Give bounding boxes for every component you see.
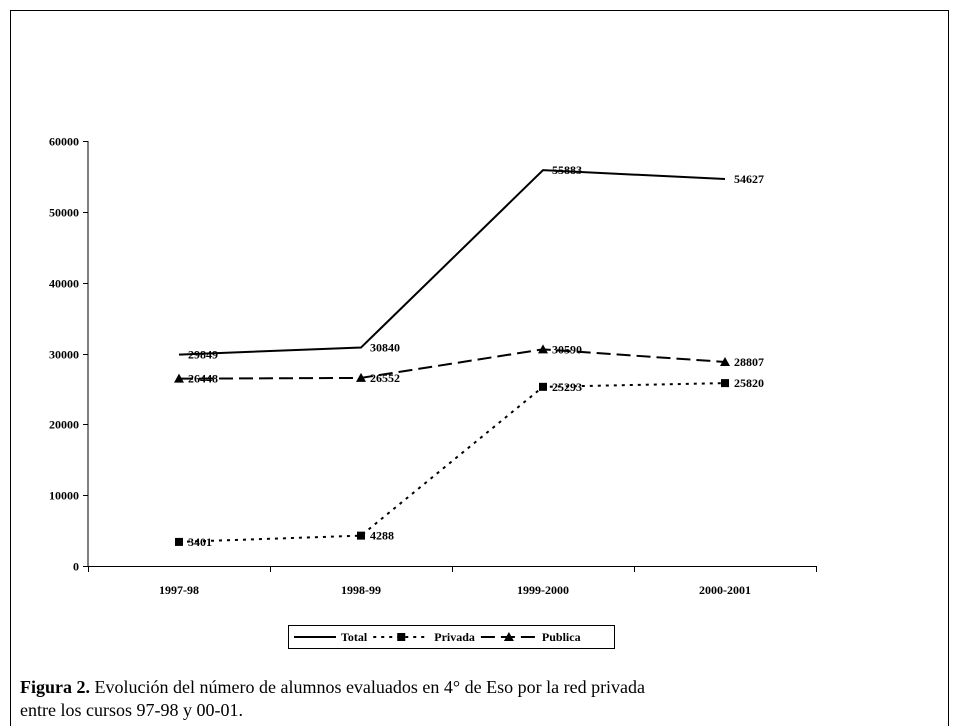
legend-label: Publica (542, 630, 581, 644)
marker (357, 531, 365, 540)
data-label: 4288 (370, 529, 394, 543)
y-tick-label: 10000 (49, 489, 79, 503)
marker (538, 344, 548, 354)
data-label: 55883 (552, 163, 582, 177)
data-label: 26448 (188, 372, 218, 386)
caption-text: Evolución del número de alumnos evaluado… (94, 677, 646, 697)
caption-label: Figura 2. (20, 677, 90, 697)
marker (503, 632, 514, 641)
data-label: 29849 (188, 348, 218, 362)
legend: Total Privada Publica (288, 625, 615, 649)
data-label: 30840 (370, 341, 400, 355)
y-tick-label: 0 (73, 560, 79, 574)
marker (720, 356, 730, 366)
y-tick-label: 50000 (49, 206, 79, 220)
data-label: 26552 (370, 371, 400, 385)
y-tick-label: 30000 (49, 348, 79, 362)
x-tick-label: 1999-2000 (517, 583, 569, 597)
data-label: 28807 (734, 355, 764, 369)
data-label: 54627 (734, 172, 764, 186)
frame (10, 10, 949, 726)
marker (721, 379, 729, 388)
y-tick-label: 60000 (49, 135, 79, 149)
marker (356, 372, 366, 382)
marker (174, 373, 184, 383)
data-label: 25820 (734, 376, 764, 390)
marker (175, 537, 183, 546)
marker (539, 382, 547, 391)
legend-label: Total (341, 630, 368, 644)
legend-box (288, 625, 615, 649)
data-label: 30590 (552, 342, 582, 356)
data-label: 3401 (188, 535, 212, 549)
data-label: 25293 (552, 380, 582, 394)
y-tick-label: 40000 (49, 277, 79, 291)
caption-text: entre los cursos 97-98 y 00-01. (20, 700, 243, 720)
marker (397, 633, 406, 641)
series-line (178, 382, 726, 543)
caption-line: Figura 2. Evolución del número de alumno… (20, 677, 645, 698)
series-line (178, 348, 726, 380)
x-tick-label: 1998-99 (341, 583, 381, 597)
x-tick-label: 1997-98 (159, 583, 199, 597)
y-tick-label: 20000 (49, 418, 79, 432)
caption-line: entre los cursos 97-98 y 00-01. (20, 700, 243, 721)
legend-label: Privada (434, 630, 475, 644)
series-line (178, 169, 726, 356)
x-tick-label: 2000-2001 (699, 583, 751, 597)
